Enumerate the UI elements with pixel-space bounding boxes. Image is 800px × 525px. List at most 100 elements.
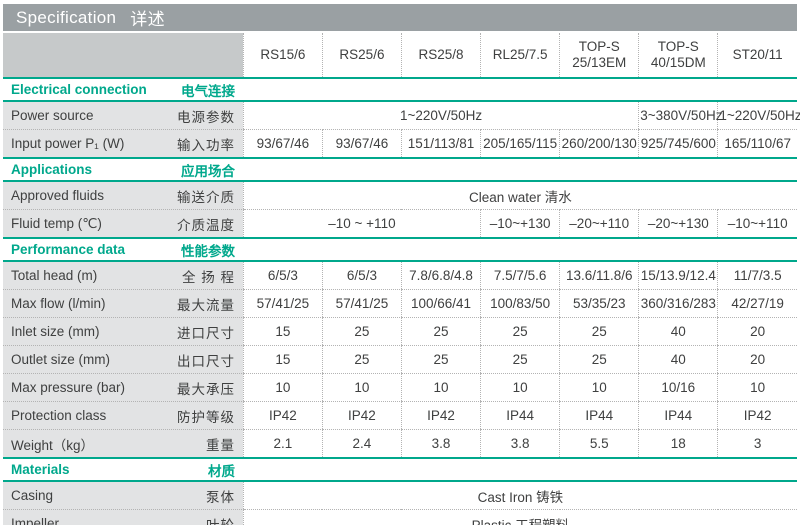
model-header-row: RS15/6 RS25/6 RS25/8 RL25/7.5 TOP-S 25/1…: [3, 33, 797, 79]
row-label: Input power P₁ (W) 输入功率: [3, 129, 244, 159]
cell-approved-fluids: Clean water 清水: [242, 181, 797, 210]
row-label-en: Input power P₁ (W): [11, 136, 125, 151]
model-column-top-s-40: TOP-S 40/15DM: [638, 33, 718, 79]
cell: 93/67/46: [321, 129, 402, 159]
row-approved-fluids: Approved fluids 输送介质 Clean water 清水: [3, 181, 797, 210]
cell: IP42: [321, 401, 402, 430]
row-label-zh: 电源参数: [177, 109, 235, 125]
row-label-zh: 泵体: [206, 489, 235, 505]
cell-impeller-material: Plastic 工程塑料: [242, 509, 797, 525]
row-total-head: Total head (m) 全 扬 程 6/5/3 6/5/3 7.8/6.8…: [3, 261, 797, 290]
row-label: Casing 泵体: [3, 481, 244, 510]
section-materials-zh: 材质: [208, 463, 235, 479]
cell: 15: [242, 317, 323, 346]
cell-power-source-group: 1~220V/50Hz: [242, 101, 639, 130]
section-header-applications: Applications 应用场合: [3, 157, 797, 182]
cell: 151/113/81: [400, 129, 481, 159]
section-applications-en: Applications: [11, 162, 93, 177]
cell: 7.5/7/5.6: [480, 261, 560, 290]
row-label-zh: 输入功率: [177, 137, 235, 153]
cell: 57/41/25: [242, 289, 323, 318]
cell: 100/66/41: [400, 289, 481, 318]
cell: 7.8/6.8/4.8: [400, 261, 481, 290]
cell: 57/41/25: [321, 289, 402, 318]
row-weight: Weight（kg） 重量 2.1 2.4 3.8 3.8 5.5 18 3: [3, 429, 797, 459]
row-inlet-size: Inlet size (mm) 进口尺寸 15 25 25 25 25 40 2…: [3, 317, 797, 346]
cell: 10: [559, 373, 639, 402]
row-label: Total head (m) 全 扬 程: [3, 261, 244, 290]
cell: –10~+110: [717, 209, 797, 239]
cell: 3.8: [400, 429, 481, 459]
cell: 53/35/23: [559, 289, 639, 318]
cell: IP42: [242, 401, 323, 430]
cell: IP44: [638, 401, 718, 430]
row-label: Fluid temp (℃) 介质温度: [3, 209, 244, 239]
row-label-zh: 全 扬 程: [181, 269, 235, 285]
cell: 10: [717, 373, 797, 402]
cell: –20~+110: [559, 209, 639, 239]
row-label-en: Approved fluids: [11, 188, 105, 203]
cell: 2.1: [242, 429, 323, 459]
cell: 40: [638, 317, 718, 346]
row-fluid-temp: Fluid temp (℃) 介质温度 –10 ~ +110 –10~+130 …: [3, 209, 797, 239]
cell: 100/83/50: [480, 289, 560, 318]
cell: –10~+130: [480, 209, 560, 239]
row-impeller: Impeller 叶轮 Plastic 工程塑料: [3, 509, 797, 525]
row-label-en: Total head (m): [11, 268, 98, 283]
cell: 3.8: [480, 429, 560, 459]
cell: 18: [638, 429, 718, 459]
row-casing: Casing 泵体 Cast Iron 铸铁: [3, 481, 797, 510]
section-header-performance: Performance data 性能参数: [3, 237, 797, 262]
cell-casing-material: Cast Iron 铸铁: [242, 481, 797, 510]
cell: 10: [242, 373, 323, 402]
section-applications-zh: 应用场合: [181, 163, 235, 179]
model-column-rs25-8: RS25/8: [400, 33, 481, 79]
row-max-flow: Max flow (l/min) 最大流量 57/41/25 57/41/25 …: [3, 289, 797, 318]
row-label-en: Max flow (l/min): [11, 296, 106, 311]
row-outlet-size: Outlet size (mm) 出口尺寸 15 25 25 25 25 40 …: [3, 345, 797, 374]
cell: 40: [638, 345, 718, 374]
row-label-en: Weight（kg）: [11, 437, 95, 453]
row-label-zh: 最大流量: [177, 297, 235, 313]
row-label-en: Impeller: [11, 516, 60, 525]
row-label: Power source 电源参数: [3, 101, 244, 130]
row-label-zh: 出口尺寸: [177, 353, 235, 369]
cell: 11/7/3.5: [717, 261, 797, 290]
row-label-zh: 最大承压: [177, 381, 235, 397]
row-label-zh: 进口尺寸: [177, 325, 235, 341]
page-title: Specification 详述: [3, 4, 797, 31]
cell: 25: [480, 345, 560, 374]
cell: 25: [400, 345, 481, 374]
cell: 165/110/67: [717, 129, 797, 159]
row-label-en: Casing: [11, 488, 54, 503]
cell: 10: [400, 373, 481, 402]
model-column-rs15-6: RS15/6: [242, 33, 323, 79]
cell: 10: [321, 373, 402, 402]
row-label: Impeller 叶轮: [3, 509, 244, 525]
section-performance-en: Performance data: [11, 242, 126, 257]
row-label-en: Fluid temp (℃): [11, 215, 102, 231]
cell: 93/67/46: [242, 129, 323, 159]
row-label: Outlet size (mm) 出口尺寸: [3, 345, 244, 374]
row-label: Weight（kg） 重量: [3, 429, 244, 459]
model-column-rs25-6: RS25/6: [321, 33, 402, 79]
section-materials-en: Materials: [11, 462, 70, 477]
row-label: Max pressure (bar) 最大承压: [3, 373, 244, 402]
cell: 10/16: [638, 373, 718, 402]
cell: IP44: [480, 401, 560, 430]
cell: 2.4: [321, 429, 402, 459]
row-label: Protection class 防护等级: [3, 401, 244, 430]
cell: 13.6/11.8/6: [559, 261, 639, 290]
cell: 3: [717, 429, 797, 459]
row-label-en: Protection class: [11, 408, 107, 423]
row-label: Max flow (l/min) 最大流量: [3, 289, 244, 318]
row-power-source: Power source 电源参数 1~220V/50Hz 3~380V/50H…: [3, 101, 800, 130]
row-label: Inlet size (mm) 进口尺寸: [3, 317, 244, 346]
cell: 20: [717, 345, 797, 374]
page-title-en: Specification: [16, 7, 117, 27]
row-label-zh: 介质温度: [177, 217, 235, 233]
cell: 20: [717, 317, 797, 346]
cell: 6/5/3: [321, 261, 402, 290]
cell: 42/27/19: [717, 289, 797, 318]
